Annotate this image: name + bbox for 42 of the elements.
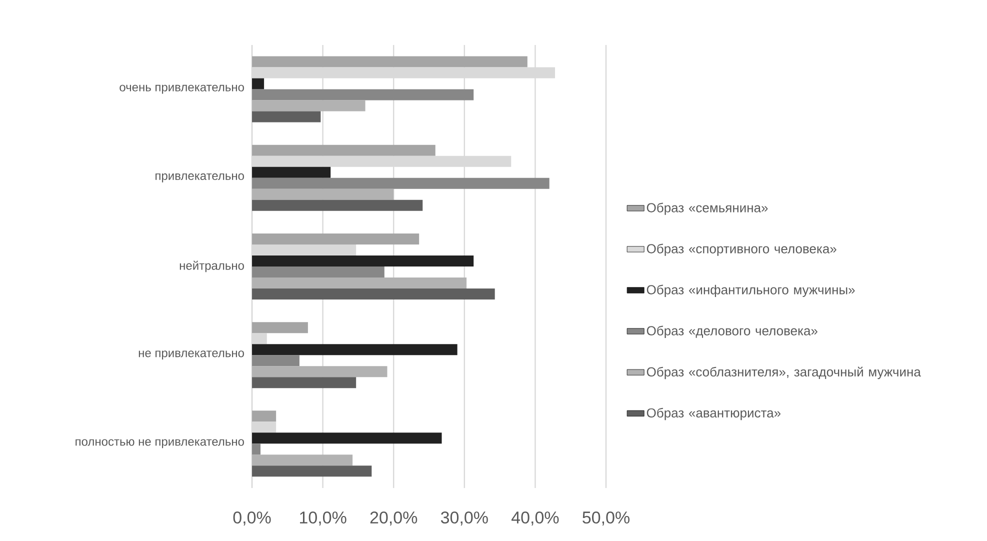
- bar: [252, 466, 372, 477]
- bar: [252, 344, 458, 356]
- x-tick-label: 40,0%: [511, 512, 559, 526]
- legend-label: Образ «делового человека»: [646, 326, 818, 338]
- legend-label: Образ «спортивного человека»: [646, 244, 836, 256]
- bar: [252, 56, 528, 68]
- bar: [252, 454, 353, 466]
- y-tick-label: привлекательно: [156, 173, 244, 182]
- bar: [252, 255, 474, 266]
- bar: [252, 444, 261, 455]
- bar: [252, 322, 308, 334]
- bar: [252, 366, 388, 378]
- x-tick-label: 20,0%: [370, 512, 418, 526]
- x-tick-label: 50,0%: [582, 512, 630, 526]
- bar: [252, 377, 356, 388]
- bar: [252, 288, 495, 300]
- y-tick-label: нейтрально: [180, 260, 244, 272]
- x-tick-label: 10,0%: [300, 512, 346, 526]
- bar: [252, 166, 331, 178]
- bar: [252, 432, 442, 444]
- legend-label: Образ «авантюриста»: [646, 408, 781, 420]
- bar: [252, 178, 550, 189]
- bar: [252, 111, 321, 122]
- legend-label: Образ «соблазнителя», загадочный мужчина: [646, 366, 921, 380]
- y-tick-label: очень привлекательно: [120, 84, 244, 94]
- bar: [252, 100, 366, 112]
- legend-label: Образ «инфантильного мужчины»: [646, 284, 855, 297]
- bar: [252, 200, 423, 211]
- bar: [252, 355, 300, 366]
- bar: [252, 410, 276, 422]
- x-tick-label: 0,0%: [233, 512, 271, 526]
- bar: [252, 188, 394, 200]
- y-tick-label: не привлекательно: [138, 350, 244, 360]
- bar: [252, 266, 384, 278]
- bar: [252, 277, 467, 288]
- bar: [252, 89, 474, 100]
- x-tick-label: 30,0%: [440, 512, 488, 526]
- bar: [252, 233, 420, 244]
- legend-label: Образ «семьянина»: [646, 202, 768, 215]
- bar: [252, 144, 436, 156]
- y-tick-label: полностью не привлекательно: [76, 439, 244, 448]
- bar: [252, 78, 264, 90]
